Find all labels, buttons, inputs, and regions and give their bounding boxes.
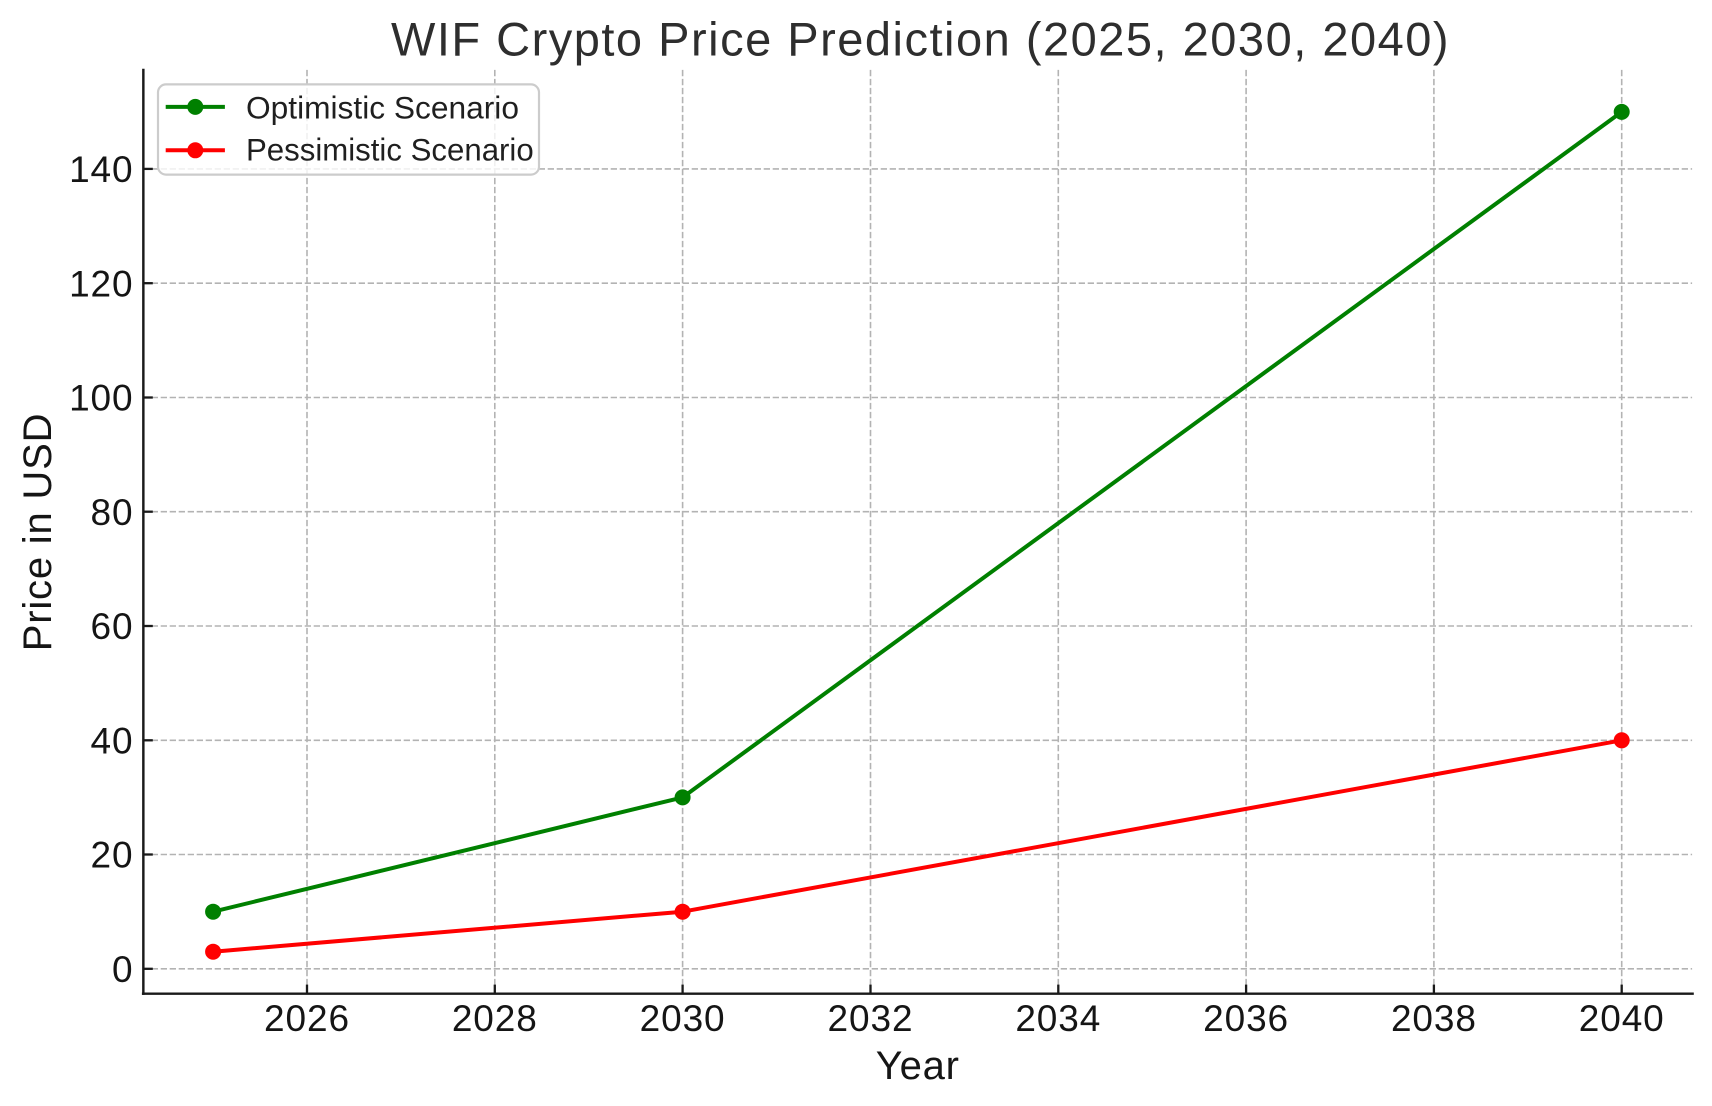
svg-text:2026: 2026 [264, 998, 350, 1039]
svg-text:WIF Crypto Price Prediction (2: WIF Crypto Price Prediction (2025, 2030,… [391, 13, 1450, 66]
svg-text:Price in USD: Price in USD [16, 413, 60, 652]
svg-text:Optimistic Scenario: Optimistic Scenario [246, 89, 519, 125]
svg-text:2032: 2032 [828, 998, 914, 1039]
svg-text:2040: 2040 [1579, 998, 1665, 1039]
svg-text:2038: 2038 [1391, 998, 1477, 1039]
svg-text:20: 20 [91, 835, 134, 876]
svg-text:60: 60 [91, 606, 134, 647]
svg-text:140: 140 [69, 149, 133, 190]
svg-text:100: 100 [69, 378, 133, 419]
svg-text:Pessimistic Scenario: Pessimistic Scenario [246, 132, 534, 167]
svg-text:80: 80 [91, 492, 134, 533]
svg-text:0: 0 [112, 949, 133, 990]
svg-text:2036: 2036 [1203, 998, 1289, 1039]
svg-text:2028: 2028 [452, 998, 538, 1039]
svg-text:40: 40 [91, 721, 134, 762]
svg-text:2030: 2030 [640, 998, 726, 1039]
svg-text:2034: 2034 [1015, 998, 1101, 1039]
svg-text:120: 120 [69, 263, 133, 304]
svg-text:Year: Year [876, 1044, 960, 1088]
